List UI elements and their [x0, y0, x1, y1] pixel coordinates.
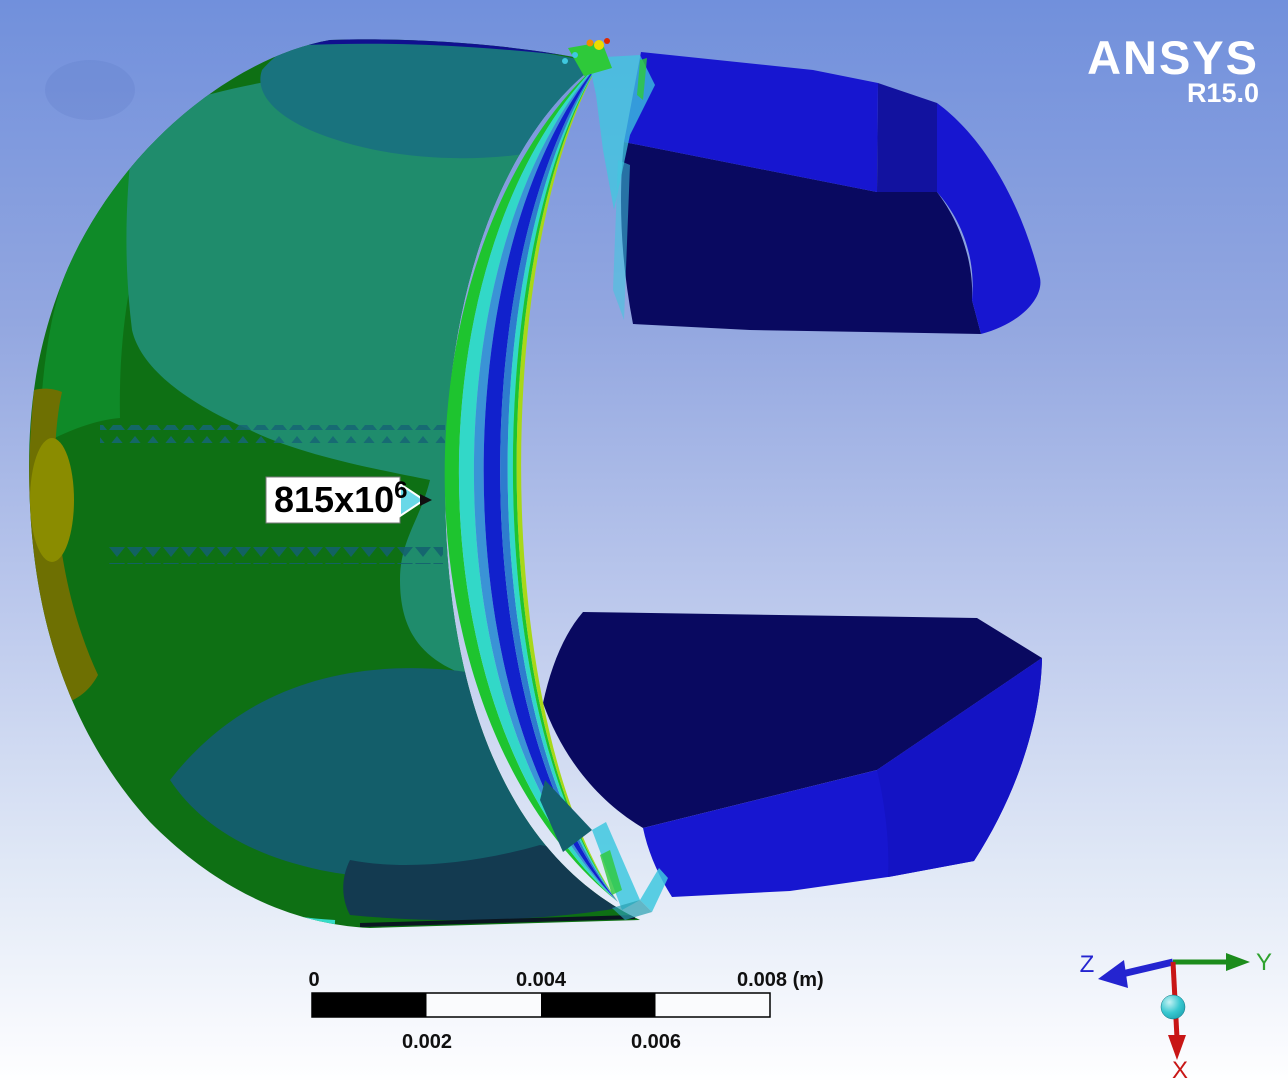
z-axis-shaft: [1121, 958, 1174, 978]
y-axis-arrowhead-icon: [1226, 953, 1250, 971]
stress-contour-bands: [444, 62, 618, 902]
sleeve-contour-bottom-navy: [343, 845, 635, 921]
probe-value-base: 815x10: [274, 479, 394, 520]
dark-teal-wedge: [540, 780, 592, 852]
cyan-speck: [572, 52, 578, 58]
scale-tick-0006: 0.006: [631, 1031, 681, 1053]
inner-segment-bottom-outer-rim: [877, 658, 1042, 877]
green-patch: [568, 42, 612, 76]
orange-hotspot: [586, 39, 594, 47]
contact-speckle-row-2: [108, 546, 443, 564]
teal-tip: [612, 900, 652, 920]
inner-segment-top-front-face: [621, 142, 981, 334]
inner-segment-bottom: [543, 612, 1042, 897]
x-axis-label[interactable]: X: [1172, 1057, 1188, 1080]
scale-bar-segment-black-2: [541, 993, 656, 1017]
ansys-logo: ANSYS R15.0: [1087, 31, 1259, 108]
probe-value-text: 815x106: [274, 477, 408, 520]
cyan-streak: [640, 868, 668, 912]
scale-bar: 0 0.004 0.008 (m) 0.002 0.006: [308, 969, 823, 1053]
yellow-hotspot: [594, 40, 604, 50]
cyan-speck: [562, 58, 568, 64]
z-axis-arrowhead-icon: [1098, 960, 1128, 988]
sleeve-bottom-edge-line: [359, 915, 636, 927]
scale-bar-segment-black-1: [312, 993, 427, 1017]
inner-segment-top: [621, 52, 1041, 334]
scale-tick-0002: 0.002: [402, 1031, 452, 1053]
ansys-version-text: R15.0: [1187, 78, 1259, 108]
scale-tick-0008: 0.008 (m): [737, 969, 824, 991]
ansys-brand-text: ANSYS: [1087, 31, 1259, 84]
contour-band-green-outer: [444, 62, 618, 902]
probe-pointer-tip-icon: [420, 494, 432, 506]
max-stress-probe-label[interactable]: 815x106: [265, 476, 432, 524]
inner-segment-top-outer-rim: [937, 103, 1041, 334]
max-stress-concentration-top: [562, 38, 655, 320]
scale-tick-0004: 0.004: [516, 969, 567, 991]
contour-band-lightblue-outer: [473, 62, 618, 902]
x-axis-arrowhead-icon: [1168, 1035, 1186, 1060]
probe-value-exponent: 6: [394, 477, 407, 504]
sleeve-contour-teal-top: [260, 40, 597, 159]
contact-speckle-row-1: [100, 425, 445, 443]
z-axis-label[interactable]: Z: [1080, 951, 1095, 978]
stress-concentration-bottom: [540, 780, 668, 920]
inner-segment-top-top-face: [624, 52, 878, 192]
y-axis-label[interactable]: Y: [1256, 949, 1272, 976]
probe-pointer-icon: [399, 482, 426, 518]
sleeve-contour-olive-hot: [30, 438, 74, 562]
orientation-triad[interactable]: Z Y X: [1080, 949, 1272, 1080]
green-sliver: [600, 850, 622, 895]
scale-tick-0: 0: [308, 969, 319, 991]
triad-origin-sphere-icon[interactable]: [1160, 994, 1186, 1020]
cyan-streak: [613, 160, 630, 320]
inner-segment-bottom-top-face: [543, 612, 1042, 828]
contour-band-cyan-outer: [458, 62, 618, 902]
probe-label-box: [265, 476, 401, 524]
green-streak: [637, 58, 647, 100]
cyan-streak: [592, 822, 640, 910]
contour-band-darkblue: [483, 62, 618, 902]
inner-segment-top-mid-face: [877, 83, 937, 192]
contour-band-lightblue-inner: [500, 62, 618, 902]
red-hotspot: [604, 38, 610, 44]
